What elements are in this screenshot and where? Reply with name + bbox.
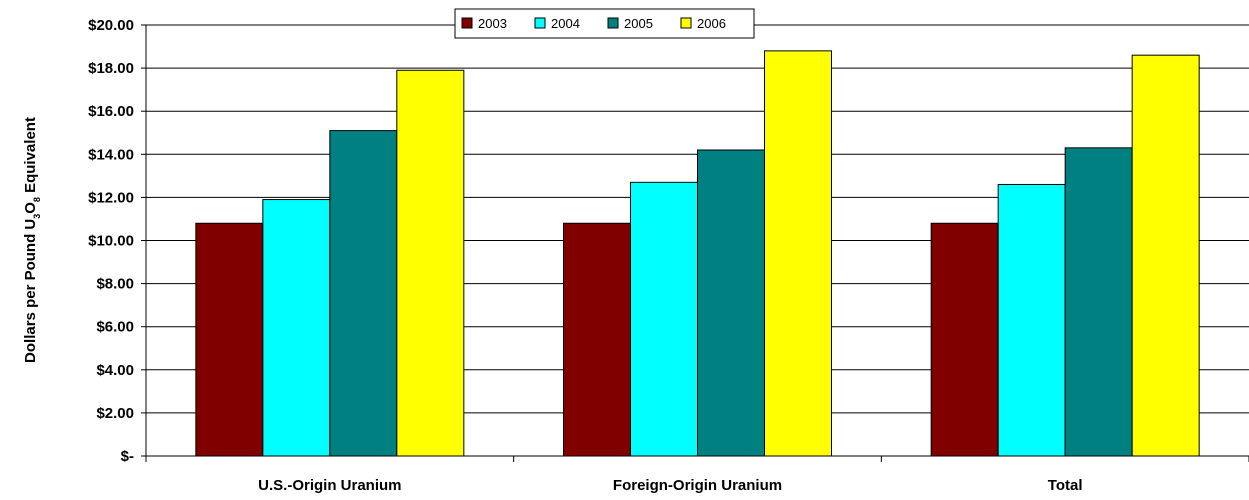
y-axis-label: Dollars per Pound U3O8 Equivalent bbox=[22, 117, 42, 363]
bar-2004-1 bbox=[630, 181, 698, 457]
bar-2003-1 bbox=[563, 222, 631, 457]
y-tick-label: $6.00 bbox=[96, 319, 134, 336]
legend-label-2006: 2006 bbox=[697, 16, 726, 31]
y-axis-label-suffix: Equivalent bbox=[22, 117, 39, 197]
bar-2003-0 bbox=[195, 222, 264, 457]
legend: 2003 2004 2005 2006 bbox=[454, 8, 755, 39]
bar-2003-2 bbox=[930, 222, 999, 457]
y-tick-label: $18.00 bbox=[88, 60, 134, 77]
y-tick-label: $4.00 bbox=[96, 362, 134, 379]
x-ticks: U.S.-Origin Uranium Foreign-Origin Uraniu… bbox=[145, 456, 1249, 494]
bar-2004-0 bbox=[262, 199, 331, 457]
y-ticks: $- $2.00 $4.00 $6.00 $8.00 $10.00 $12.00 $14.00… bbox=[88, 17, 146, 465]
y-tick-label: $10.00 bbox=[88, 233, 134, 250]
bar-2006-2 bbox=[1131, 54, 1200, 457]
y-axis-label-sub1: 3 bbox=[32, 214, 42, 219]
y-axis-label-sub2: 8 bbox=[32, 197, 42, 202]
legend-label-2005: 2005 bbox=[624, 16, 653, 31]
y-tick-label: $16.00 bbox=[88, 103, 134, 120]
bars bbox=[195, 50, 1200, 457]
legend-swatch-2003 bbox=[461, 17, 473, 29]
legend-label-2003: 2003 bbox=[478, 16, 507, 31]
bar-2006-0 bbox=[396, 69, 465, 457]
bar-2005-2 bbox=[1064, 147, 1133, 457]
y-tick-label: $20.00 bbox=[88, 17, 134, 34]
bar-2006-1 bbox=[764, 50, 832, 457]
legend-box bbox=[454, 8, 755, 39]
x-tick-label: Total bbox=[1048, 477, 1083, 494]
x-tick-label: Foreign-Origin Uranium bbox=[613, 477, 782, 494]
y-tick-label: $2.00 bbox=[96, 405, 134, 422]
legend-label-2004: 2004 bbox=[551, 16, 580, 31]
y-axis-label-prefix: Dollars per Pound U bbox=[22, 219, 39, 363]
bar-2005-0 bbox=[329, 130, 398, 457]
legend-swatch-2005 bbox=[607, 17, 619, 29]
x-tick-label: U.S.-Origin Uranium bbox=[258, 477, 401, 494]
legend-swatch-2004 bbox=[534, 17, 546, 29]
bar-2005-1 bbox=[697, 149, 765, 457]
bar-2004-2 bbox=[997, 183, 1066, 457]
y-tick-label: $- bbox=[121, 448, 134, 465]
y-tick-label: $12.00 bbox=[88, 189, 134, 206]
y-tick-label: $8.00 bbox=[96, 276, 134, 293]
y-axis-label-mid: O bbox=[22, 202, 39, 214]
legend-swatch-2006 bbox=[680, 17, 692, 29]
y-tick-label: $14.00 bbox=[88, 146, 134, 163]
